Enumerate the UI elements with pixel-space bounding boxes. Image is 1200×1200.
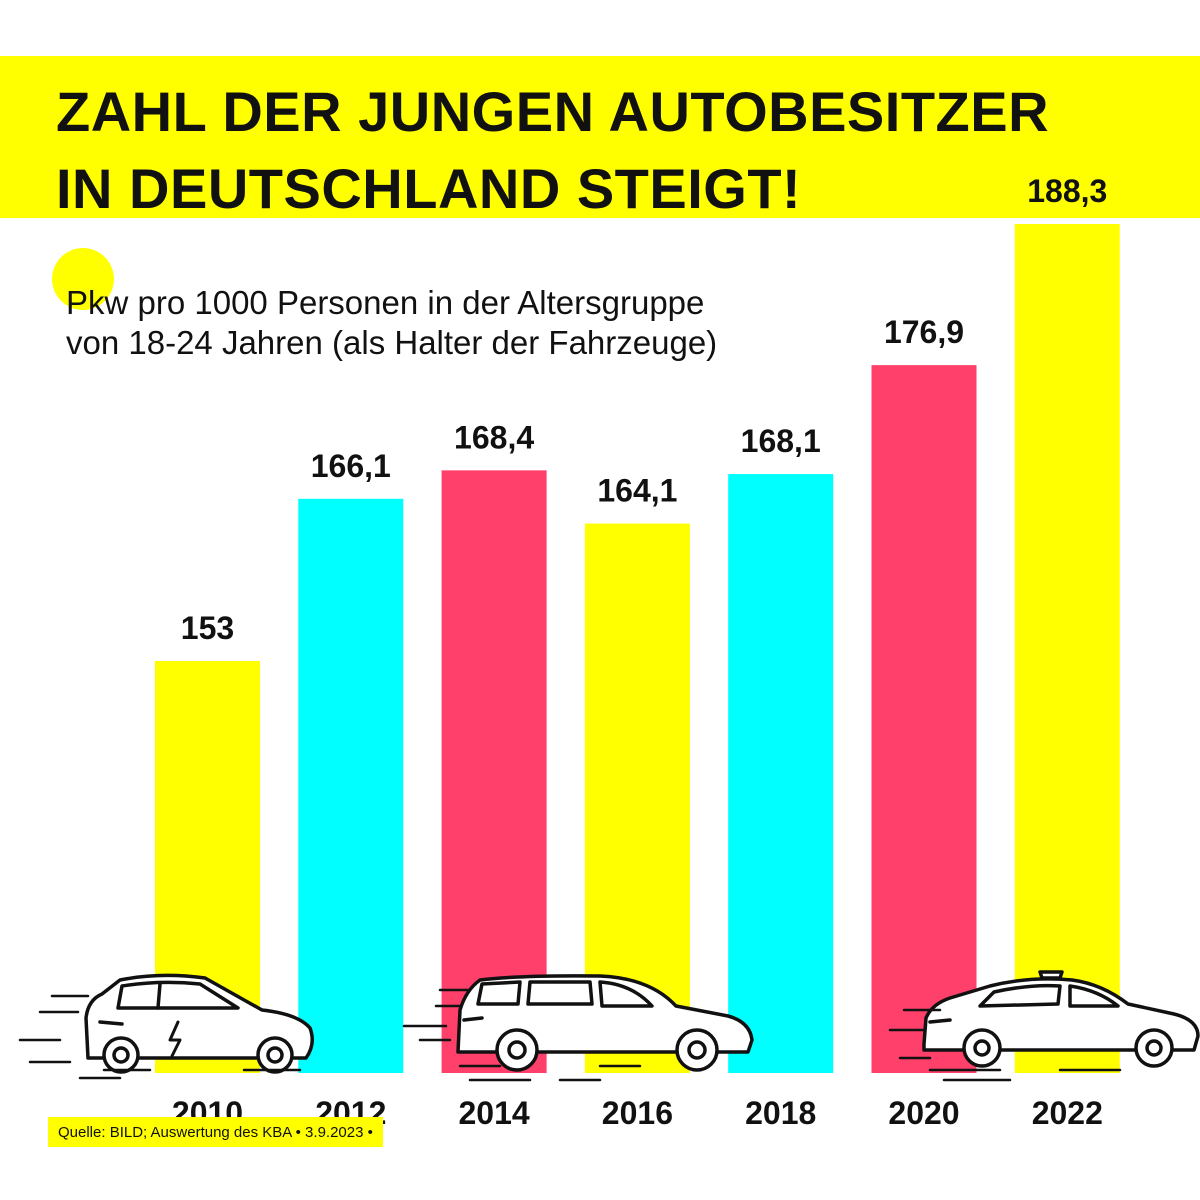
x-tick-label-2020: 2020 [888,1095,959,1131]
bar-2014 [441,470,547,1073]
value-label-2010: 153 [181,610,234,646]
station-wagon-icon [402,974,754,1082]
bar-2020 [871,365,977,1073]
value-label-2022: 188,3 [1027,173,1107,209]
title-band [0,56,1200,218]
title-line-2: IN DEUTSCHLAND STEIGT! [56,157,802,220]
value-label-2020: 176,9 [884,314,964,350]
bar-2018 [728,474,834,1073]
x-tick-label-2022: 2022 [1032,1095,1103,1131]
taxi-sedan-icon [888,970,1200,1082]
decorative-dot [52,248,114,310]
source-note: Quelle: BILD; Auswertung des KBA • 3.9.2… [48,1117,383,1147]
value-label-2018: 168,1 [741,423,821,459]
x-tick-label-2014: 2014 [459,1095,530,1131]
bar-2022 [1014,223,1120,1074]
title-line-1: ZAHL DER JUNGEN AUTOBESITZER [56,80,1050,143]
value-label-2014: 168,4 [454,419,534,455]
subtitle-line-2: von 18-24 Jahren (als Halter der Fahrzeu… [66,324,718,361]
electric-car-icon [18,973,314,1080]
bar-2012 [298,498,404,1073]
chart-subtitle: Pkw pro 1000 Personen in der Altersgrupp… [66,283,886,363]
x-tick-label-2018: 2018 [745,1095,816,1131]
subtitle-line-1: Pkw pro 1000 Personen in der Altersgrupp… [66,284,705,321]
value-label-2016: 164,1 [597,473,677,509]
x-tick-label-2016: 2016 [602,1095,673,1131]
value-label-2012: 166,1 [311,448,391,484]
